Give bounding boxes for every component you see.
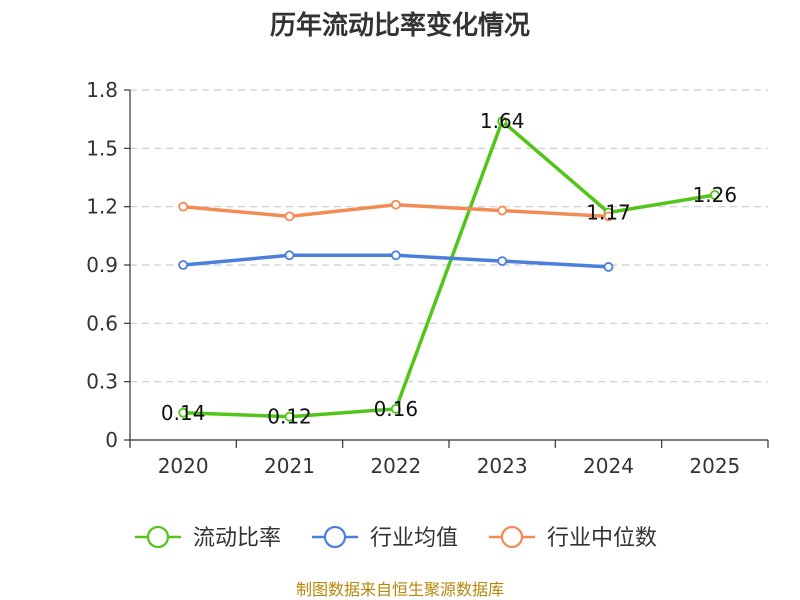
- series-1-point-2020: [178, 260, 189, 270]
- series-0-point-2023: [497, 116, 508, 127]
- legend-label-1: 行业均值: [370, 526, 458, 551]
- legend: 流动比率 行业均值 行业中位数: [135, 525, 657, 551]
- series-2-point-2024: [603, 211, 614, 222]
- axes: 0 0.3 0.6 0.9 1.2 1.5 1.8 2020 2021 2022 2023 2024 2…: [86, 78, 769, 478]
- y-tick-label-4: 1.2: [86, 195, 118, 219]
- legend-item-2[interactable]: 行业中位数: [489, 525, 657, 551]
- y-tick-label-5: 1.5: [86, 136, 118, 160]
- series-2-point-2021: [284, 211, 295, 222]
- grid-lines: [130, 89, 768, 383]
- source-note: 制图数据来自恒生聚源数据库: [296, 580, 504, 599]
- series-0-point-2022: [390, 403, 401, 414]
- legend-item-0[interactable]: 流动比率: [135, 525, 281, 551]
- series-1-point-2023: [497, 256, 508, 267]
- x-tick-label-2023: 2023: [477, 454, 528, 478]
- series-1-point-2024: [603, 262, 614, 272]
- data-label-2020: 0.14: [161, 401, 206, 425]
- series-1-point-2022: [390, 250, 401, 261]
- data-label-2025: 1.26: [693, 183, 738, 207]
- x-tick-label-2020: 2020: [158, 454, 209, 478]
- series-2-point-2023: [497, 205, 508, 216]
- y-tick-label-3: 0.9: [86, 253, 118, 277]
- legend-label-0: 流动比率: [193, 526, 281, 551]
- y-tick-label-6: 1.8: [86, 78, 118, 102]
- data-label-2024: 1.17: [586, 201, 631, 225]
- y-tick-label-0: 0: [105, 428, 118, 452]
- data-label-2022: 0.16: [374, 397, 419, 421]
- series-line-0: [181, 119, 717, 419]
- legend-marker-2: [500, 525, 524, 549]
- data-label-2023: 1.64: [480, 109, 525, 133]
- data-labels: 0.14 0.12 0.16 1.64 1.17 1.26: [161, 109, 737, 429]
- series-layer: [178, 116, 720, 422]
- series-2-point-2020: [178, 201, 189, 212]
- x-tick-label-2022: 2022: [370, 454, 421, 478]
- series-2-point-2022: [390, 199, 401, 210]
- x-tick-label-2021: 2021: [264, 454, 315, 478]
- x-tick-label-2024: 2024: [583, 454, 634, 478]
- legend-marker-1: [323, 525, 347, 549]
- series-0-point-2021: [284, 411, 295, 422]
- y-tick-label-2: 0.6: [86, 311, 118, 335]
- legend-marker-0: [146, 525, 170, 549]
- chart-title: 历年流动比率变化情况: [270, 10, 530, 41]
- legend-label-2: 行业中位数: [547, 526, 657, 551]
- series-0-point-2020: [178, 407, 189, 418]
- x-tick-label-2025: 2025: [689, 454, 740, 478]
- series-1-point-2021: [284, 250, 295, 261]
- series-0-point-2025: [709, 190, 720, 200]
- data-label-2021: 0.12: [267, 405, 312, 429]
- legend-item-1[interactable]: 行业均值: [312, 525, 458, 551]
- y-tick-label-1: 0.3: [86, 370, 118, 394]
